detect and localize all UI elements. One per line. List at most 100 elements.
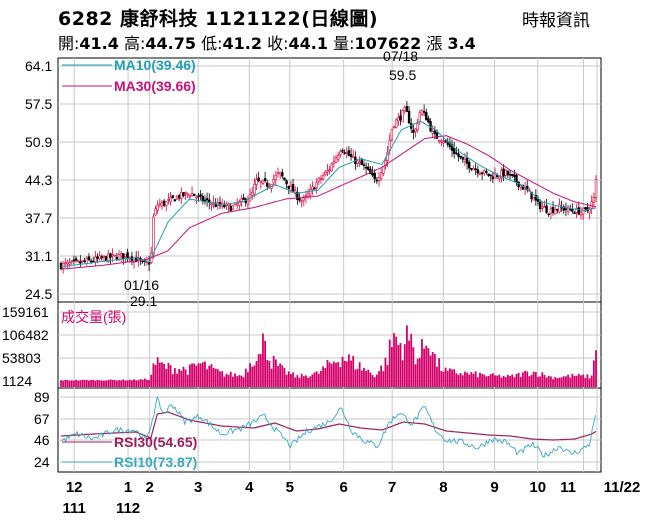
volume-bar	[274, 359, 277, 387]
volume-bar	[586, 374, 589, 387]
volume-bar	[348, 354, 350, 387]
volume-bar	[85, 379, 88, 387]
candle-body	[390, 128, 394, 141]
stock-code: 6282	[58, 8, 113, 30]
volume-bar	[371, 375, 374, 387]
volume-bar	[133, 379, 135, 387]
volume-bar	[416, 358, 419, 387]
candle-body	[360, 159, 364, 166]
candle-body	[562, 206, 565, 211]
volume-bar	[107, 380, 110, 387]
volume-bar	[592, 360, 595, 387]
volume-bar	[317, 373, 320, 387]
volume-bar	[214, 368, 217, 387]
volume-bar	[363, 367, 365, 387]
candle-body	[259, 181, 263, 183]
candle-body	[117, 254, 121, 260]
candle-body	[369, 168, 372, 175]
candle-body	[452, 147, 456, 154]
volume-bar	[421, 339, 423, 387]
volume-bar	[270, 368, 273, 387]
candle-body	[64, 262, 67, 265]
ma30-legend-label: MA30(39.66)	[114, 78, 196, 94]
candle-body	[311, 186, 314, 190]
candle-body	[154, 208, 157, 216]
candle-body	[491, 176, 495, 179]
volume-tick-label: 1124	[2, 373, 32, 389]
candle-body	[463, 159, 467, 162]
volume-bar	[309, 376, 312, 387]
candle-body	[339, 151, 342, 155]
volume-bar	[313, 372, 316, 387]
volume-bar	[345, 361, 348, 387]
volume-bar	[584, 377, 587, 387]
change-value: 3.4	[447, 34, 476, 53]
volume-bar	[395, 336, 398, 387]
price-tick-label: 31.1	[25, 248, 52, 264]
volume-bar	[502, 376, 505, 387]
rsi10-legend-label: RSI10(73.87)	[114, 454, 197, 470]
month-label: 1	[124, 479, 132, 496]
volume-bar	[431, 352, 434, 387]
candle-body	[309, 189, 312, 196]
volume-bar	[406, 325, 408, 387]
candle-body	[489, 174, 492, 177]
candle-body	[66, 261, 69, 265]
volume-bar	[281, 365, 284, 387]
volume-bar	[483, 374, 486, 387]
candle-body	[581, 207, 585, 215]
candle-body	[435, 132, 439, 139]
candle-body	[493, 173, 497, 179]
volume-bar	[212, 367, 215, 387]
volume-bar	[498, 374, 501, 387]
candle-body	[126, 252, 129, 258]
candle-body	[498, 176, 501, 180]
volume-bar	[352, 356, 355, 387]
data-source: 時報資訊	[522, 11, 590, 31]
volume-bar	[427, 348, 430, 387]
candle-body	[364, 166, 368, 169]
candle-body	[442, 141, 445, 144]
volume-bar	[126, 380, 129, 387]
volume-bar	[90, 379, 92, 387]
volume-bar	[479, 372, 481, 387]
volume-bar	[227, 374, 230, 387]
candle-body	[455, 152, 458, 155]
candle-body	[504, 169, 507, 176]
candle-body	[401, 110, 404, 123]
candle-body	[592, 197, 596, 203]
candle-body	[180, 191, 183, 199]
volume-bar	[208, 365, 211, 387]
candle-body	[162, 200, 166, 206]
candle-body	[291, 183, 295, 193]
volume-bar	[567, 374, 569, 387]
volume-bar	[474, 371, 477, 387]
price-tick-label: 24.5	[25, 286, 52, 302]
candle-body	[553, 209, 557, 215]
candle-body	[313, 187, 316, 190]
volume-bar	[253, 365, 256, 387]
volume-bar	[397, 345, 400, 387]
volume-bar	[277, 365, 279, 387]
volume-bar	[562, 376, 565, 387]
volume-bar	[410, 333, 413, 387]
volume-bar	[537, 376, 539, 387]
candle-body	[472, 168, 475, 171]
candle-body	[223, 204, 226, 208]
volume-bar	[167, 363, 170, 387]
candle-body	[193, 193, 196, 196]
volume-bar	[408, 340, 410, 387]
price-tick-label: 64.1	[25, 58, 52, 74]
volume-bar	[249, 363, 251, 387]
volume-bar	[466, 372, 468, 387]
volume-value: 107622	[354, 34, 422, 53]
candle-body	[407, 110, 411, 124]
candle-body	[500, 170, 503, 179]
candle-body	[336, 154, 340, 160]
volume-bar	[489, 374, 492, 387]
candle-body	[579, 211, 583, 216]
candle-body	[414, 128, 417, 132]
volume-bar	[335, 362, 337, 387]
price-tick-label: 37.7	[25, 210, 52, 226]
